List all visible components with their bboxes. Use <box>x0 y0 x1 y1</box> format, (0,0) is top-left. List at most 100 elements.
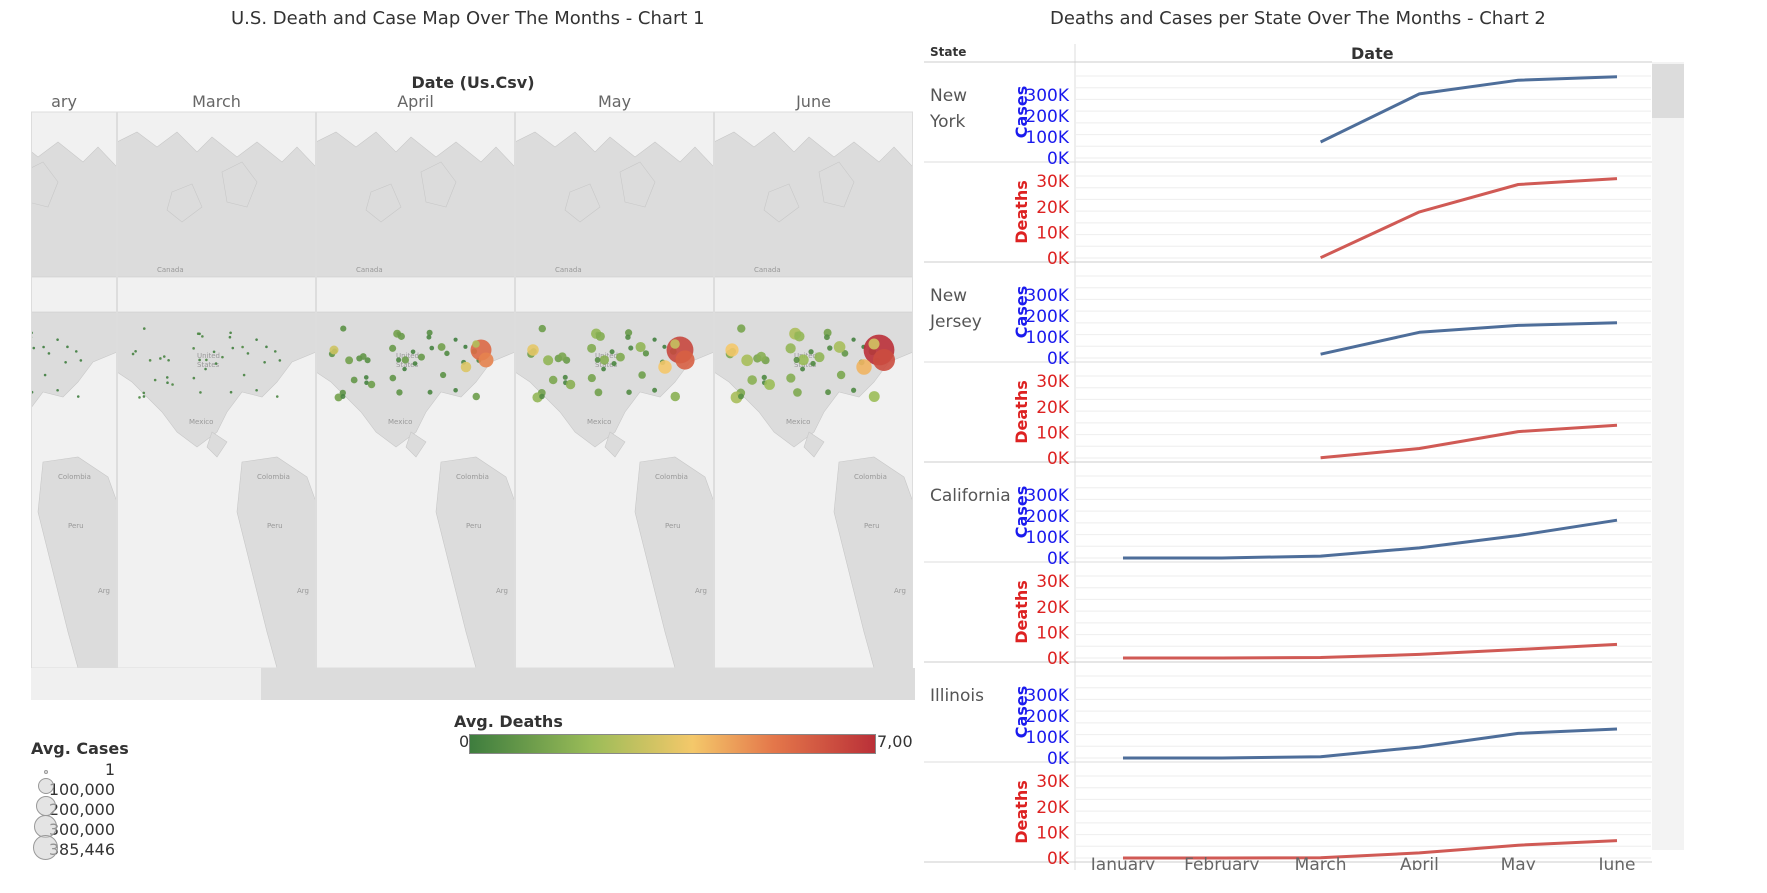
map-state-dot <box>793 388 802 397</box>
map-state-dot <box>587 343 597 353</box>
map-state-dot <box>527 344 539 356</box>
deaths-pane: 0K 10K 20K 30K Deaths <box>924 772 1652 869</box>
map-state-dot <box>275 395 279 398</box>
map-place-label: Colombia <box>257 473 290 481</box>
vertical-scroll-thumb <box>1652 64 1684 118</box>
map-scroll-thumb <box>261 668 915 700</box>
map-month-label: June <box>795 92 831 111</box>
map-state-dot <box>142 391 146 395</box>
map-state-dot <box>364 380 369 385</box>
map-land <box>31 311 117 409</box>
map-state-dot <box>652 337 657 342</box>
map-state-dot <box>764 379 775 390</box>
map-panel-0: CanadaUnitedStatesMexicoColombiaPeruArga… <box>31 92 117 669</box>
map-state-dot <box>851 387 857 393</box>
map-state-dot <box>340 393 346 399</box>
map-state-dot <box>794 331 805 342</box>
map-land <box>515 131 714 278</box>
cases-tick-label: 200K <box>1025 307 1069 327</box>
cases-tick-label: 300K <box>1025 486 1069 506</box>
map-state-dot <box>594 357 601 363</box>
map-state-dot <box>616 352 625 362</box>
map-land <box>117 131 316 278</box>
deaths-tick-label: 0K <box>1047 849 1070 869</box>
map-state-dot <box>444 350 450 357</box>
map-state-dot <box>201 335 204 338</box>
map-land <box>37 456 117 668</box>
deaths-series-line <box>1320 423 1618 460</box>
cases-tick-label: 100K <box>1025 328 1069 348</box>
map-state-dot <box>868 338 880 350</box>
map-state-dot <box>601 366 606 372</box>
map-state-dot <box>134 349 137 353</box>
map-state-dot <box>825 389 831 396</box>
map-state-dot <box>427 389 433 395</box>
map-state-dot <box>192 347 195 350</box>
map-state-dot <box>725 343 739 357</box>
map-state-dot <box>472 340 480 348</box>
map-place-label: United <box>396 352 419 360</box>
map-state-dot <box>463 344 468 349</box>
deaths-tick-label: 10K <box>1036 223 1070 243</box>
map-land <box>634 456 714 668</box>
map-month-label: May <box>598 92 631 111</box>
map-state-dot <box>429 345 435 351</box>
map-state-dot <box>609 349 615 355</box>
map-land <box>803 431 825 458</box>
cases-axis-title: Cases <box>1012 486 1031 538</box>
map-state-dot <box>255 388 258 392</box>
map-place-label: Arg <box>894 587 906 595</box>
map-state-dot <box>410 349 416 355</box>
map-state-dot <box>229 390 233 394</box>
map-state-dot <box>397 332 405 340</box>
map-state-dot <box>162 355 166 358</box>
map-state-dot <box>192 376 196 380</box>
map-state-dot <box>79 359 83 362</box>
map-state-dot <box>824 334 830 341</box>
map-state-dot <box>626 389 632 395</box>
map-panel-4: CanadaUnitedStatesMexicoColombiaPeruArgJ… <box>714 92 913 669</box>
map-panel[interactable]: Date (Us.Csv)CanadaUnitedStatesMexicoCol… <box>31 66 915 700</box>
map-place-label: Arg <box>496 587 508 595</box>
map-land <box>818 161 855 208</box>
deaths-tick-label: 20K <box>1036 398 1070 418</box>
map-state-dot <box>138 396 141 399</box>
cases-tick-label: 200K <box>1025 107 1069 127</box>
map-state-dot <box>810 360 816 367</box>
map-state-dot <box>329 345 339 355</box>
map-state-dot <box>670 391 681 402</box>
cases-axis-title: Cases <box>1012 86 1031 138</box>
map-state-dot <box>737 393 744 400</box>
deaths-tick-label: 10K <box>1036 623 1070 643</box>
map-state-dot <box>460 361 472 373</box>
map-state-dot <box>56 388 59 392</box>
cases-tick-label: 300K <box>1025 86 1069 106</box>
deaths-series-line <box>1319 177 1618 260</box>
map-place-label: Arg <box>695 587 707 595</box>
map-state-dot <box>153 378 157 382</box>
map-place-label: Canada <box>157 266 184 274</box>
map-state-dot <box>64 361 67 364</box>
map-state-dot <box>47 352 51 355</box>
date-column-header: Date <box>1351 44 1394 63</box>
cases-tick-label: 0K <box>1047 149 1070 169</box>
map-place-label: Mexico <box>189 418 213 426</box>
map-state-dot <box>396 357 402 363</box>
deaths-series-line <box>1123 642 1618 660</box>
map-state-dot <box>426 334 432 340</box>
map-state-dot <box>538 324 546 333</box>
map-state-dot <box>205 358 208 362</box>
x-tick-label: June <box>1597 855 1635 870</box>
map-small-multiples: Date (Us.Csv)CanadaUnitedStatesMexicoCol… <box>31 73 915 700</box>
map-state-dot <box>212 350 216 354</box>
map-place-label: United <box>197 352 220 360</box>
cases-tick-label: 300K <box>1025 686 1069 706</box>
map-land <box>604 431 626 458</box>
map-state-dot <box>142 395 146 398</box>
cases-tick-label: 0K <box>1047 549 1070 569</box>
chart2-title: Deaths and Cases per State Over The Mont… <box>1050 8 1546 29</box>
map-land <box>206 431 228 458</box>
map-state-dot <box>196 332 200 336</box>
